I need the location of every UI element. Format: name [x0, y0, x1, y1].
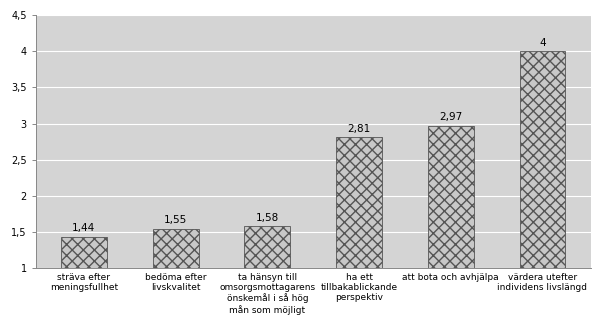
Bar — [153, 229, 199, 268]
Bar — [428, 126, 474, 268]
Bar — [61, 237, 107, 268]
Text: 1,55: 1,55 — [164, 215, 187, 225]
Bar — [519, 51, 565, 268]
Text: 4: 4 — [539, 38, 546, 48]
Bar — [244, 227, 290, 268]
Text: 1,58: 1,58 — [256, 213, 279, 223]
Bar — [336, 138, 382, 268]
Text: 1,44: 1,44 — [72, 223, 96, 233]
Text: 2,97: 2,97 — [439, 112, 462, 122]
Text: 2,81: 2,81 — [347, 124, 371, 134]
